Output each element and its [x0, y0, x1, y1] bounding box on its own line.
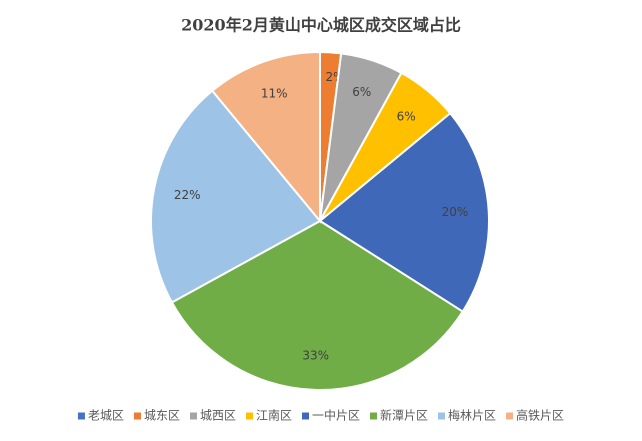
data-label: 22%	[174, 188, 201, 202]
legend-swatch	[506, 412, 514, 420]
data-label: 6%	[352, 85, 371, 99]
legend-label: 梅林片区	[448, 408, 496, 423]
chart-title: 2020年2月黄山中心城区成交区域占比	[181, 16, 461, 35]
pie: 0%2%6%6%20%33%22%11%	[150, 50, 490, 391]
legend-label: 新潭片区	[380, 408, 428, 423]
legend-swatch	[133, 412, 141, 420]
data-label: 6%	[397, 109, 416, 123]
legend-label: 高铁片区	[516, 408, 564, 423]
legend-swatch	[189, 412, 197, 420]
legend-label: 城东区	[144, 409, 180, 423]
legend: 老城区 城东区 城西区 江南区 一中片区 新潭片区 梅林片区 高铁片区	[77, 408, 564, 423]
legend-swatch	[245, 412, 253, 420]
pie-slice	[210, 50, 321, 224]
pie-slice	[318, 111, 490, 313]
data-label: 33%	[302, 349, 329, 363]
legend-label: 一中片区	[312, 408, 360, 423]
pie-slice	[150, 89, 322, 304]
legend-swatch	[77, 412, 85, 420]
data-label: 11%	[261, 86, 288, 100]
legend-label: 城西区	[200, 409, 236, 423]
legend-label: 老城区	[88, 409, 124, 423]
legend-swatch	[302, 412, 309, 420]
legend-swatch	[438, 412, 446, 420]
legend-swatch	[370, 412, 378, 420]
legend-label: 江南区	[256, 408, 292, 423]
data-label: 20%	[442, 205, 469, 219]
